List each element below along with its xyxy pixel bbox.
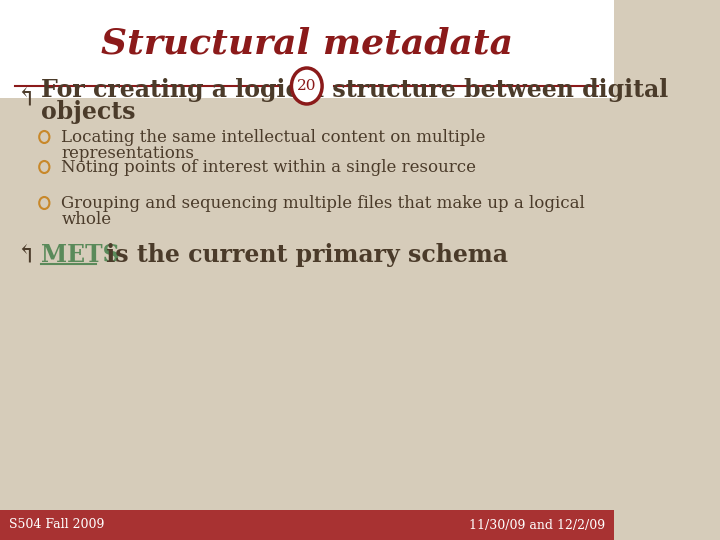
Text: whole: whole [61,212,112,228]
FancyBboxPatch shape [0,510,613,540]
Text: Noting points of interest within a single resource: Noting points of interest within a singl… [61,159,477,176]
Text: ↰: ↰ [15,86,36,110]
Text: 20: 20 [297,79,317,93]
Text: representations: representations [61,145,194,163]
Text: objects: objects [41,100,135,124]
Text: S504 Fall 2009: S504 Fall 2009 [9,518,104,531]
Text: ↰: ↰ [15,244,36,267]
Circle shape [292,68,322,104]
Text: is the current primary schema: is the current primary schema [98,243,508,267]
FancyBboxPatch shape [0,0,613,98]
Text: Locating the same intellectual content on multiple: Locating the same intellectual content o… [61,129,486,145]
Text: For creating a logical structure between digital: For creating a logical structure between… [41,78,668,102]
Text: 11/30/09 and 12/2/09: 11/30/09 and 12/2/09 [469,518,605,531]
Text: METS: METS [41,243,120,267]
Text: Grouping and sequencing multiple files that make up a logical: Grouping and sequencing multiple files t… [61,194,585,212]
Text: Structural metadata: Structural metadata [101,27,513,61]
